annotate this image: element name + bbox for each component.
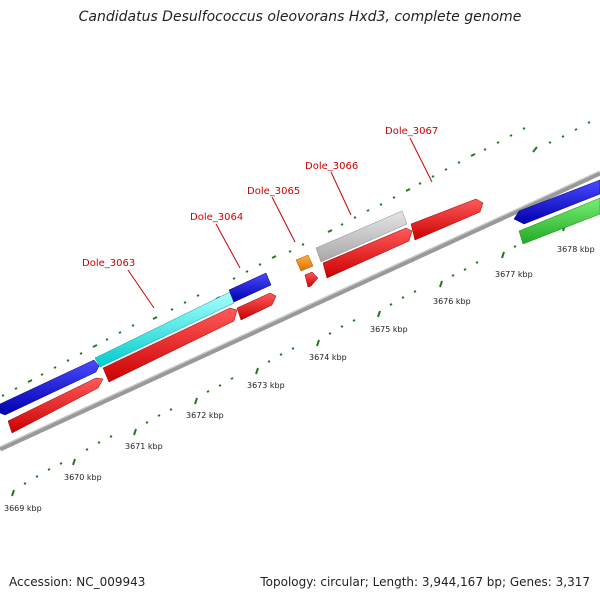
reverse-features xyxy=(7,198,484,434)
gene-label-dole-3065[interactable]: Dole_3065 xyxy=(247,186,300,197)
cyan-gene-dole-3063[interactable] xyxy=(94,291,235,368)
accession-text: Accession: NC_009943 xyxy=(9,575,146,589)
genome-backbone xyxy=(0,170,600,452)
scale-label-3669: 3669 kbp xyxy=(4,504,42,513)
red-gene-dole-3067[interactable] xyxy=(410,198,484,241)
scale-label-3676: 3676 kbp xyxy=(433,297,471,306)
gene-label-dole-3064[interactable]: Dole_3064 xyxy=(190,212,243,223)
map-title: Candidatus Desulfococcus oleovorans Hxd3… xyxy=(78,9,522,25)
red-gene-left[interactable] xyxy=(7,377,104,434)
scale-label-3672: 3672 kbp xyxy=(186,411,224,420)
label-leaders xyxy=(127,137,433,309)
scale-label-3671: 3671 kbp xyxy=(125,442,163,451)
red-gene-dole-3066[interactable] xyxy=(322,227,413,279)
gene-label-dole-3066[interactable]: Dole_3066 xyxy=(305,161,358,172)
topology-text: Topology: circular; Length: 3,944,167 bp… xyxy=(260,575,590,589)
red-gene-dole-3065[interactable] xyxy=(304,271,319,288)
scale-label-3677: 3677 kbp xyxy=(495,270,533,279)
upper-tick-track xyxy=(1,121,591,397)
red-gene-dole-3064[interactable] xyxy=(236,292,277,321)
green-gene-right[interactable] xyxy=(518,197,600,245)
gray-gene-dole-3066[interactable] xyxy=(315,210,408,263)
scale-label-3678: 3678 kbp xyxy=(557,245,595,254)
gene-label-dole-3067[interactable]: Dole_3067 xyxy=(385,126,438,137)
scale-labels: 3669 kbp 3670 kbp 3671 kbp 3672 kbp 3673… xyxy=(4,245,595,513)
gene-labels: Dole_3063 Dole_3064 Dole_3065 Dole_3066 … xyxy=(82,126,438,269)
red-gene-mid[interactable] xyxy=(102,307,238,383)
orange-gene-dole-3065[interactable] xyxy=(295,254,314,272)
lower-tick-track xyxy=(11,210,590,497)
blue-gene-dole-3064[interactable] xyxy=(228,272,272,303)
scale-label-3670: 3670 kbp xyxy=(64,473,102,482)
scale-label-3674: 3674 kbp xyxy=(309,353,347,362)
scale-label-3675: 3675 kbp xyxy=(370,325,408,334)
forward-features xyxy=(0,179,600,416)
gene-label-dole-3063[interactable]: Dole_3063 xyxy=(82,258,135,269)
blue-gene-left[interactable] xyxy=(0,359,100,416)
blue-gene-right[interactable] xyxy=(513,179,600,225)
scale-label-3673: 3673 kbp xyxy=(247,381,285,390)
